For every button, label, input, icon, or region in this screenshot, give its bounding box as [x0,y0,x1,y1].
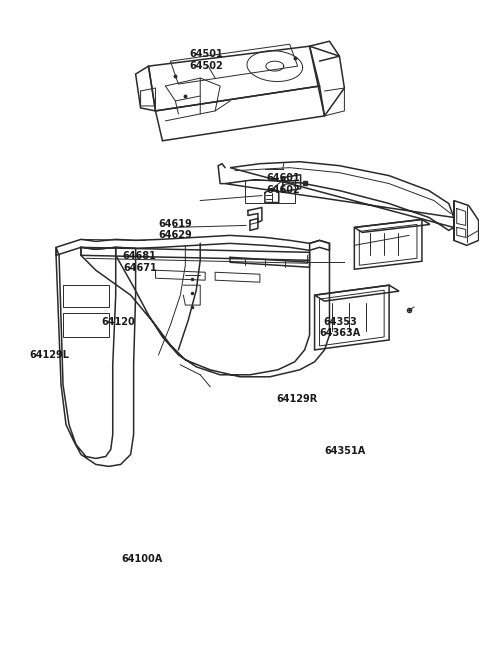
Text: 64129L: 64129L [29,350,69,360]
Text: 64129R: 64129R [276,394,318,404]
Text: 64501
64502: 64501 64502 [190,49,224,71]
Text: 64100A: 64100A [121,554,163,564]
Text: 64601
64602: 64601 64602 [266,173,300,195]
Text: 64619
64629: 64619 64629 [159,219,192,240]
Text: 64120: 64120 [101,317,135,328]
Text: 64351A: 64351A [324,447,366,457]
Text: 64681
64671: 64681 64671 [123,252,157,273]
Text: 64353
64363A: 64353 64363A [320,317,361,338]
